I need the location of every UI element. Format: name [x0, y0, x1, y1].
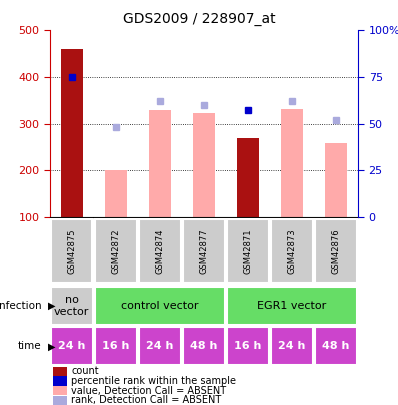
Text: 48 h: 48 h: [190, 341, 218, 351]
Text: 48 h: 48 h: [322, 341, 350, 351]
Text: 16 h: 16 h: [234, 341, 262, 351]
Text: ▶: ▶: [48, 301, 55, 311]
Bar: [227, 327, 269, 365]
Bar: [315, 327, 357, 365]
Bar: [53, 376, 67, 386]
Text: GSM42872: GSM42872: [111, 228, 120, 274]
Bar: [51, 287, 93, 325]
Bar: [95, 327, 137, 365]
Text: GSM42875: GSM42875: [67, 228, 76, 274]
Text: 16 h: 16 h: [102, 341, 129, 351]
Bar: [271, 219, 313, 284]
Text: value, Detection Call = ABSENT: value, Detection Call = ABSENT: [71, 386, 226, 396]
Bar: [149, 111, 171, 217]
Bar: [53, 396, 67, 405]
Text: GSM42874: GSM42874: [155, 228, 164, 274]
Text: GSM42876: GSM42876: [332, 228, 341, 274]
Bar: [193, 113, 215, 217]
Bar: [237, 139, 259, 217]
Bar: [183, 327, 225, 365]
Bar: [95, 287, 225, 325]
Bar: [271, 327, 313, 365]
Bar: [325, 143, 347, 217]
Bar: [316, 219, 357, 284]
Text: no
vector: no vector: [54, 295, 90, 317]
Text: time: time: [18, 341, 42, 351]
Bar: [227, 219, 269, 284]
Bar: [139, 327, 181, 365]
Text: GSM42877: GSM42877: [199, 228, 209, 274]
Bar: [95, 219, 137, 284]
Text: 24 h: 24 h: [58, 341, 86, 351]
Text: 24 h: 24 h: [146, 341, 174, 351]
Text: count: count: [71, 367, 99, 376]
Bar: [61, 49, 83, 217]
Bar: [227, 287, 357, 325]
Text: GSM42871: GSM42871: [244, 228, 253, 274]
Bar: [51, 327, 93, 365]
Bar: [105, 170, 127, 217]
Bar: [281, 109, 303, 217]
Text: GSM42873: GSM42873: [288, 228, 297, 274]
Text: infection: infection: [0, 301, 42, 311]
Text: control vector: control vector: [121, 301, 199, 311]
Text: EGR1 vector: EGR1 vector: [258, 301, 327, 311]
Text: GDS2009 / 228907_at: GDS2009 / 228907_at: [123, 12, 275, 26]
Bar: [53, 386, 67, 395]
Text: percentile rank within the sample: percentile rank within the sample: [71, 376, 236, 386]
Bar: [183, 219, 225, 284]
Text: rank, Detection Call = ABSENT: rank, Detection Call = ABSENT: [71, 395, 222, 405]
Bar: [51, 219, 92, 284]
Bar: [139, 219, 181, 284]
Text: 24 h: 24 h: [279, 341, 306, 351]
Bar: [53, 367, 67, 376]
Text: ▶: ▶: [48, 341, 55, 351]
